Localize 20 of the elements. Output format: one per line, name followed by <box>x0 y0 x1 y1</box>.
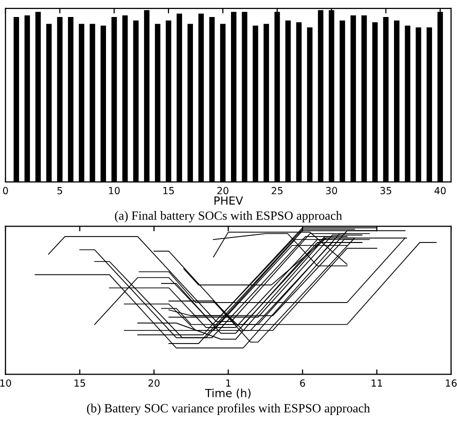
text: (b) Battery SOC variance profiles with ESPSO approach <box>87 404 370 416</box>
x-axis-title: Time (h) <box>205 388 251 399</box>
x-tick-label: 20 <box>217 186 228 194</box>
x-tick-label: 25 <box>272 186 283 194</box>
x-tick-label: 15 <box>163 187 174 194</box>
x-tick-label: 1 <box>226 380 230 387</box>
x-tick-label: 30 <box>326 186 338 194</box>
text: (a) Final battery SOCs with ESPSO approach <box>114 211 342 222</box>
x-axis-title: PHEV <box>214 196 244 205</box>
x-tick-label: 6 <box>300 379 306 387</box>
x-tick-label: 20 <box>148 379 160 387</box>
x-tick-label: 11 <box>372 380 382 387</box>
x-tick-label: 0 <box>3 186 8 194</box>
x-tick-label: 10 <box>109 186 120 194</box>
x-tick-label: 10 <box>0 379 12 387</box>
x-tick-label: 40 <box>434 186 446 194</box>
x-tick-label: 5 <box>57 187 62 194</box>
x-tick-label: 15 <box>74 380 86 387</box>
x-tick-label: 16 <box>446 379 457 387</box>
x-tick-label: 35 <box>380 186 392 194</box>
